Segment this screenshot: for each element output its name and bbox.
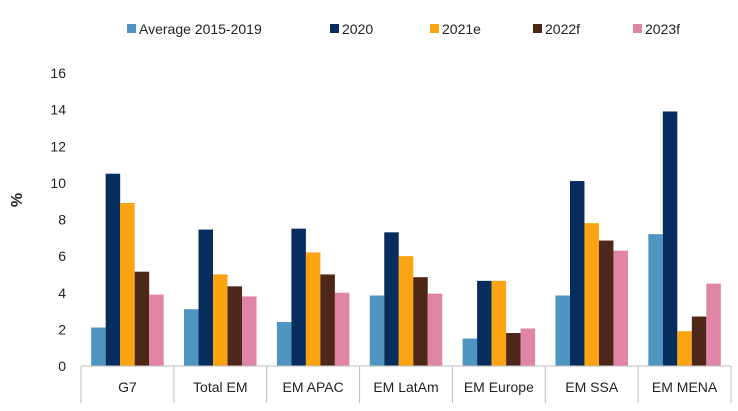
bar-g7-average-2015-2019	[91, 327, 106, 366]
legend-swatch	[430, 24, 439, 33]
x-category-label: Total EM	[193, 379, 247, 395]
bar-total-em-2023f	[242, 296, 257, 366]
bar-em-europe-2020	[477, 280, 492, 366]
bar-em-latam-2021e	[398, 256, 414, 366]
bar-em-latam-average-2015-2019	[369, 295, 385, 366]
legend-swatch	[127, 24, 136, 33]
bar-em-latam-2022f	[413, 277, 428, 366]
bar-em-latam-2023f	[427, 293, 443, 366]
legend-label: Average 2015-2019	[139, 21, 262, 37]
legend-swatch	[533, 24, 542, 33]
bar-g7-2020	[105, 173, 121, 366]
bar-em-europe-average-2015-2019	[462, 338, 478, 366]
legend: Average 2015-2019 2020 2021e 2022f 2023f	[127, 21, 680, 37]
bar-total-em-average-2015-2019	[184, 309, 199, 366]
x-category-label: EM APAC	[283, 379, 344, 395]
y-tick-label: 12	[50, 138, 66, 154]
y-tick-label: 4	[58, 285, 66, 301]
bar-em-ssa-2023f	[613, 250, 628, 366]
bar-em-mena-average-2015-2019	[648, 234, 663, 366]
x-category-label: EM MENA	[652, 379, 718, 395]
bar-em-ssa-average-2015-2019	[555, 295, 570, 366]
bars	[91, 111, 721, 366]
x-axis-categories: G7 Total EM EM APAC EM LatAm EM Europe EM SSA…	[80, 366, 732, 403]
bar-em-mena-2023f	[706, 283, 721, 366]
legend-swatch	[633, 24, 642, 33]
legend-label: 2020	[342, 21, 373, 37]
bar-total-em-2021e	[213, 274, 228, 366]
x-category-label: EM SSA	[565, 379, 619, 395]
legend-label: 2021e	[442, 21, 481, 37]
x-category-label: G7	[118, 379, 137, 395]
y-axis-title: %	[9, 193, 26, 207]
bar-em-ssa-2021e	[584, 223, 599, 366]
bar-em-mena-2020	[662, 111, 678, 366]
bar-em-ssa-2022f	[598, 240, 614, 366]
bar-em-mena-2021e	[677, 331, 692, 366]
y-tick-label: 6	[58, 248, 66, 264]
bar-g7-2021e	[120, 203, 135, 366]
legend-label: 2022f	[545, 21, 580, 37]
y-tick-label: 0	[58, 358, 66, 374]
bar-em-latam-2020	[384, 232, 399, 366]
bar-em-ssa-2020	[569, 181, 585, 366]
y-tick-label: 8	[58, 212, 66, 228]
bar-g7-2023f	[149, 294, 164, 366]
bar-em-apac-2020	[291, 228, 306, 366]
bar-em-europe-2023f	[520, 328, 536, 366]
bar-g7-2022f	[134, 271, 150, 366]
y-tick-label: 10	[50, 175, 66, 191]
y-axis-ticks: 0 2 4 6 8 10 12 14 16	[50, 65, 66, 374]
legend-label: 2023f	[645, 21, 680, 37]
bar-em-apac-2023f	[334, 292, 350, 366]
bar-em-mena-2022f	[691, 316, 707, 366]
bar-total-em-2022f	[227, 286, 243, 366]
y-tick-label: 2	[58, 321, 66, 337]
bar-em-apac-2021e	[305, 252, 321, 366]
y-tick-label: 14	[50, 102, 66, 118]
bar-total-em-2020	[198, 229, 214, 366]
x-category-label: EM LatAm	[373, 379, 438, 395]
bar-em-europe-2022f	[506, 333, 521, 366]
bar-em-apac-average-2015-2019	[276, 322, 292, 366]
bar-em-apac-2022f	[320, 274, 335, 366]
bar-em-europe-2021e	[491, 280, 507, 366]
legend-swatch	[330, 24, 339, 33]
x-category-label: EM Europe	[464, 379, 534, 395]
y-tick-label: 16	[50, 65, 66, 81]
